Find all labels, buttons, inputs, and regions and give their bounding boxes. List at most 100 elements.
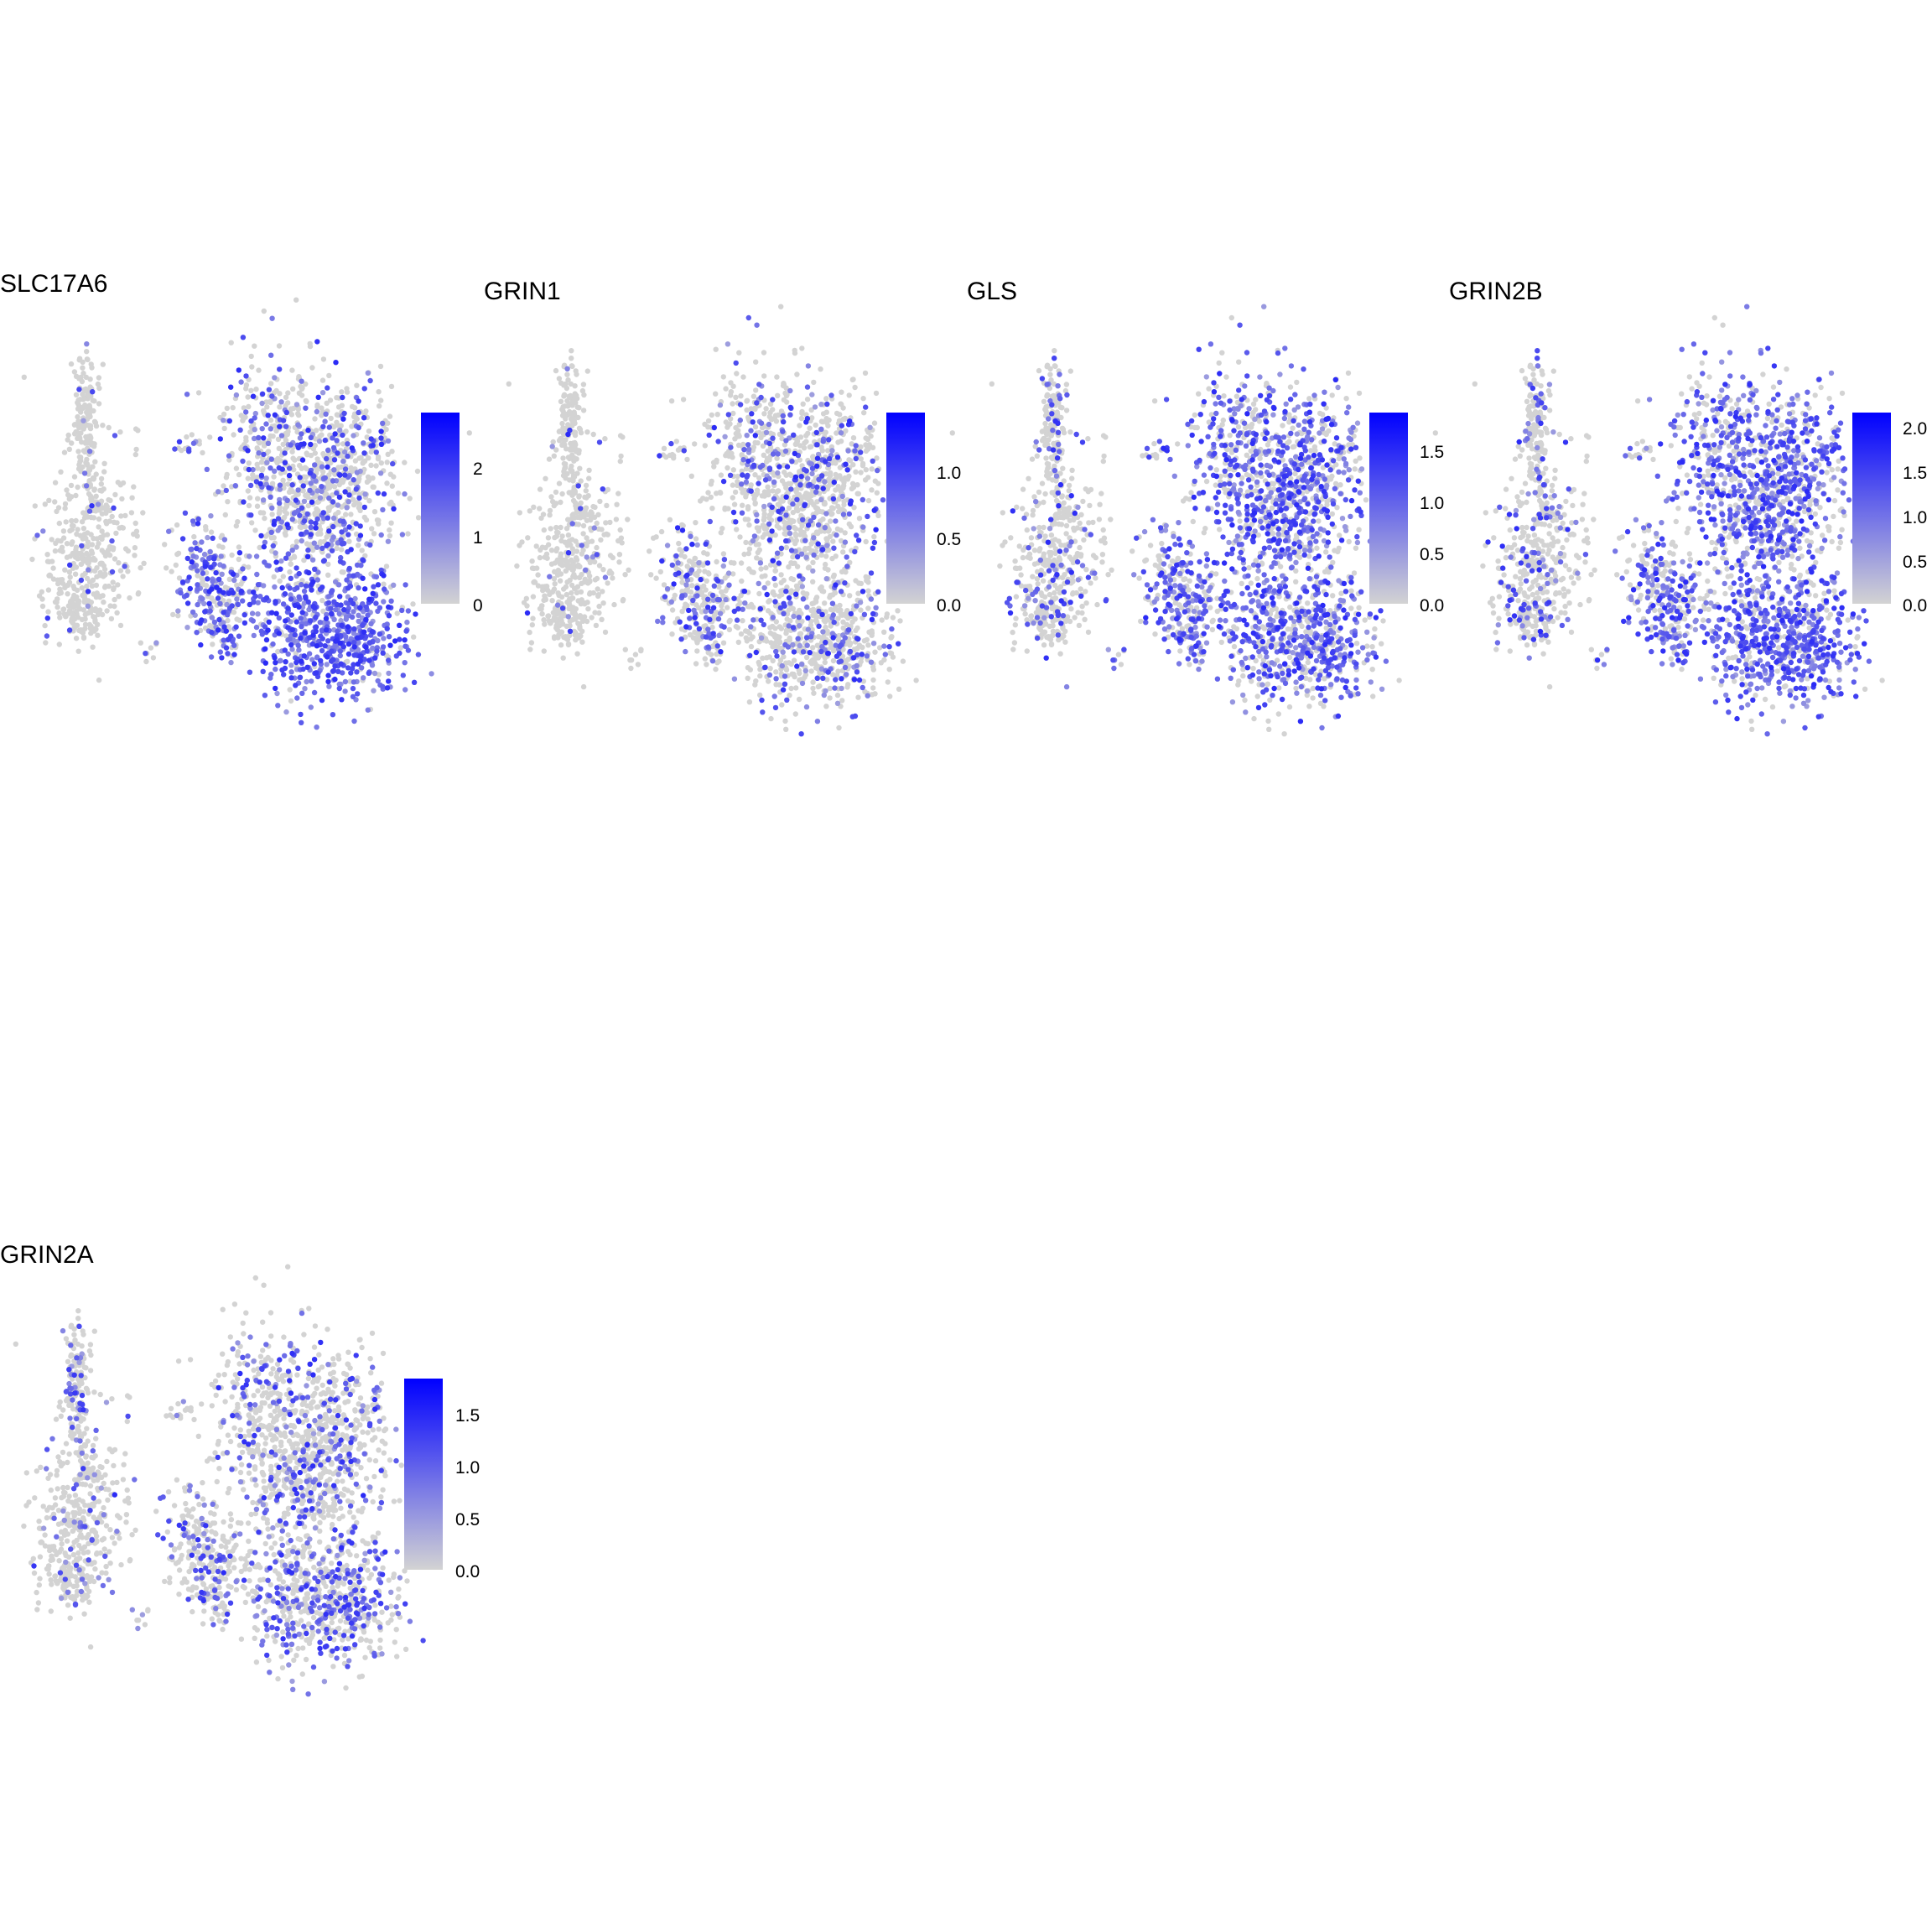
cell-point (351, 477, 356, 483)
cell-point (215, 595, 221, 601)
cell-point (223, 475, 230, 480)
cell-point (772, 599, 778, 605)
cell-point (366, 670, 371, 676)
cell-point (675, 560, 681, 566)
cell-point (680, 397, 687, 402)
cell-point (80, 426, 87, 432)
cell-point (83, 374, 90, 381)
cell-point (314, 577, 320, 583)
cell-point (249, 520, 255, 526)
cell-point (269, 393, 275, 399)
cell-point (207, 548, 213, 555)
cell-point (766, 599, 771, 605)
cell-point (288, 575, 293, 581)
cell-point (314, 724, 319, 730)
cell-point (537, 506, 543, 512)
cell-point (803, 704, 810, 710)
cell-point (293, 402, 300, 408)
cell-point (96, 524, 101, 530)
cell-point (709, 658, 716, 664)
cell-point (261, 451, 267, 458)
cell-point (852, 616, 858, 622)
cell-point (101, 566, 108, 573)
cell-point (191, 533, 197, 540)
cell-point (818, 648, 824, 655)
cell-point (333, 360, 339, 366)
cell-point (756, 480, 761, 486)
cell-point (140, 510, 146, 516)
cell-point (841, 482, 847, 489)
cell-point (328, 415, 334, 422)
cell-point (96, 375, 102, 381)
cell-point (588, 509, 594, 515)
cell-point (278, 433, 285, 439)
cell-point (293, 497, 299, 503)
cell-point (74, 587, 80, 594)
cell-point (293, 297, 299, 303)
cell-point (596, 439, 603, 445)
cell-point (780, 428, 786, 434)
cell-point (339, 389, 345, 395)
cell-point (687, 615, 693, 621)
cell-point (734, 527, 740, 532)
cell-point (322, 418, 328, 424)
cell-point (547, 574, 553, 579)
cell-point (266, 387, 273, 392)
cell-point (299, 658, 304, 664)
cell-point (340, 432, 345, 439)
cell-point (201, 600, 207, 607)
cell-point (750, 393, 757, 399)
cell-point (819, 644, 825, 650)
cell-point (834, 430, 839, 436)
cell-point (371, 531, 377, 537)
cell-point (101, 599, 106, 605)
cell-point (852, 548, 858, 555)
cell-point (740, 502, 745, 508)
cell-point (301, 588, 308, 595)
cell-point (338, 602, 344, 608)
cell-point (326, 683, 332, 689)
cell-point (792, 711, 798, 717)
cell-point (97, 534, 104, 541)
cell-point (548, 526, 553, 532)
cell-point (748, 428, 754, 434)
cell-point (312, 566, 318, 572)
cell-point (757, 692, 763, 699)
cell-point (885, 679, 891, 685)
cell-point (208, 529, 215, 535)
cell-point (735, 639, 741, 646)
cell-point (335, 668, 341, 674)
cell-point (32, 503, 38, 509)
cell-point (738, 393, 744, 399)
cell-point (226, 453, 232, 459)
cell-point (834, 692, 841, 699)
cell-point (298, 383, 304, 390)
cell-point (872, 478, 879, 484)
cell-point (335, 582, 342, 588)
cell-point (780, 649, 786, 655)
cell-point (74, 608, 80, 614)
cell-point (75, 648, 81, 654)
cell-point (339, 547, 345, 553)
cell-point (900, 658, 906, 664)
cell-point (336, 610, 342, 617)
cell-point (328, 658, 335, 664)
cell-point (336, 494, 343, 501)
cell-point (334, 438, 340, 444)
cell-point (202, 609, 208, 615)
cell-point (189, 546, 195, 553)
cell-point (315, 394, 321, 400)
cell-point (590, 431, 596, 438)
cell-point (265, 440, 272, 446)
cell-point (325, 505, 331, 511)
cell-point (717, 610, 724, 616)
cell-point (324, 400, 330, 406)
cell-point (375, 454, 382, 460)
cell-point (527, 647, 533, 652)
cell-point (361, 440, 366, 446)
cell-point (838, 527, 844, 533)
cell-point (356, 424, 361, 431)
cell-point (52, 599, 59, 605)
cell-point (761, 514, 767, 521)
cell-point (282, 450, 288, 456)
